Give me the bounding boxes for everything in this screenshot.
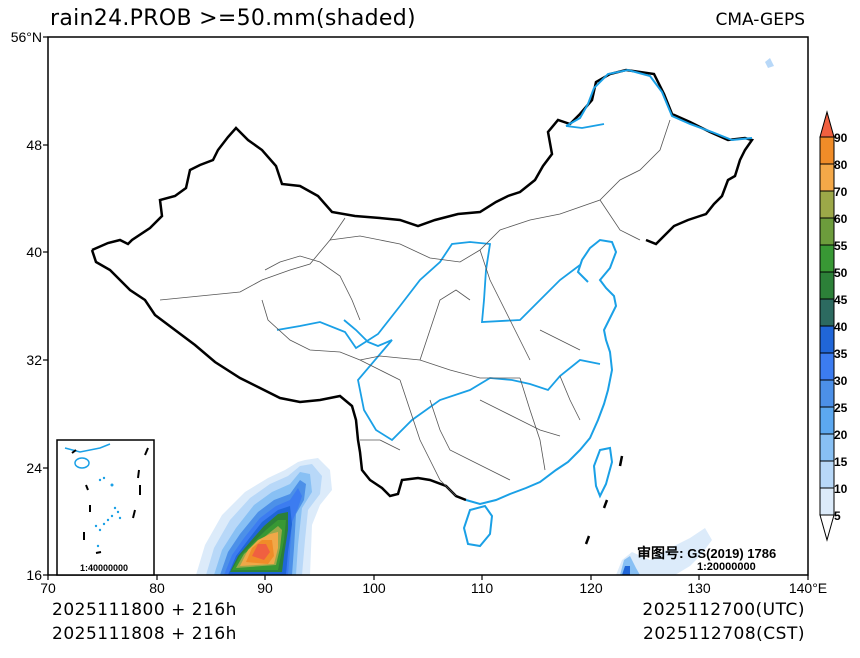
colorbar-label: 70: [834, 185, 848, 199]
x-tick-label: 70: [40, 580, 56, 596]
x-tick-label: 140°E: [788, 580, 828, 596]
valid-time-utc: 2025112700(UTC): [642, 600, 805, 620]
amur-river: [565, 68, 753, 142]
country-border: [91, 68, 755, 252]
x-tick-label: 110: [470, 580, 494, 596]
colorbar-label: 25: [834, 401, 848, 415]
colorbar-label: 60: [834, 212, 848, 226]
colorbar-label: 10: [834, 482, 848, 496]
y-tick-label: 56°N: [10, 29, 42, 45]
nenjiang-river: [565, 123, 605, 129]
x-tick-label: 90: [257, 580, 273, 596]
colorbar-label: 55: [834, 239, 848, 253]
x-tick-label: 120: [579, 580, 603, 596]
valid-time-cst: 2025112708(CST): [643, 624, 805, 644]
chart-title: rain24.PROB >=50.mm(shaded): [50, 6, 416, 31]
colorbar-label: 80: [834, 158, 848, 172]
inset-map-south-china-sea: [56, 439, 155, 576]
y-tick-label: 48: [26, 137, 42, 153]
colorbar-label: 40: [834, 320, 848, 334]
init-time-cst: 2025111808 + 216h: [52, 624, 237, 644]
y-tick-label: 16: [26, 567, 42, 583]
taiwan-island: [592, 446, 614, 499]
province-boundaries: [159, 119, 671, 497]
dash-marks: [584, 455, 624, 545]
x-tick-label: 130: [687, 580, 711, 596]
model-source-label: CMA-GEPS: [715, 10, 805, 30]
colorbar-label: 30: [834, 374, 848, 388]
y-tick-label: 24: [26, 460, 42, 476]
colorbar-label: 90: [834, 131, 848, 145]
coastline: [465, 238, 618, 506]
inset-map-scale: 1:40000000: [80, 563, 129, 573]
yellow-river: [276, 241, 581, 350]
review-code: GS(2019) 1786: [687, 546, 777, 561]
review-prefix: 审图号:: [637, 545, 684, 561]
main-map-scale: 1:20000000: [697, 561, 756, 573]
colorbar-label: 15: [834, 455, 848, 469]
x-tick-label: 80: [149, 580, 165, 596]
map-review-number: 审图号: GS(2019) 1786: [637, 543, 776, 563]
y-tick-label: 40: [26, 244, 42, 260]
y-tick-label: 32: [26, 352, 42, 368]
init-time-utc: 2025111800 + 216h: [52, 600, 237, 620]
plot-frame: [47, 36, 809, 576]
colorbar-label: 20: [834, 428, 848, 442]
x-tick-label: 100: [362, 580, 386, 596]
colorbar-label: 5: [834, 509, 841, 523]
colorbar-label: 50: [834, 266, 848, 280]
country-border-sw: [90, 249, 467, 502]
yangtze-river: [343, 319, 601, 442]
colorbar-label: 45: [834, 293, 848, 307]
axis-ticks: [43, 36, 809, 580]
colorbar: [819, 110, 835, 542]
colorbar-label: 35: [834, 347, 848, 361]
probability-shading: [196, 58, 774, 575]
hainan-island: [462, 504, 494, 548]
